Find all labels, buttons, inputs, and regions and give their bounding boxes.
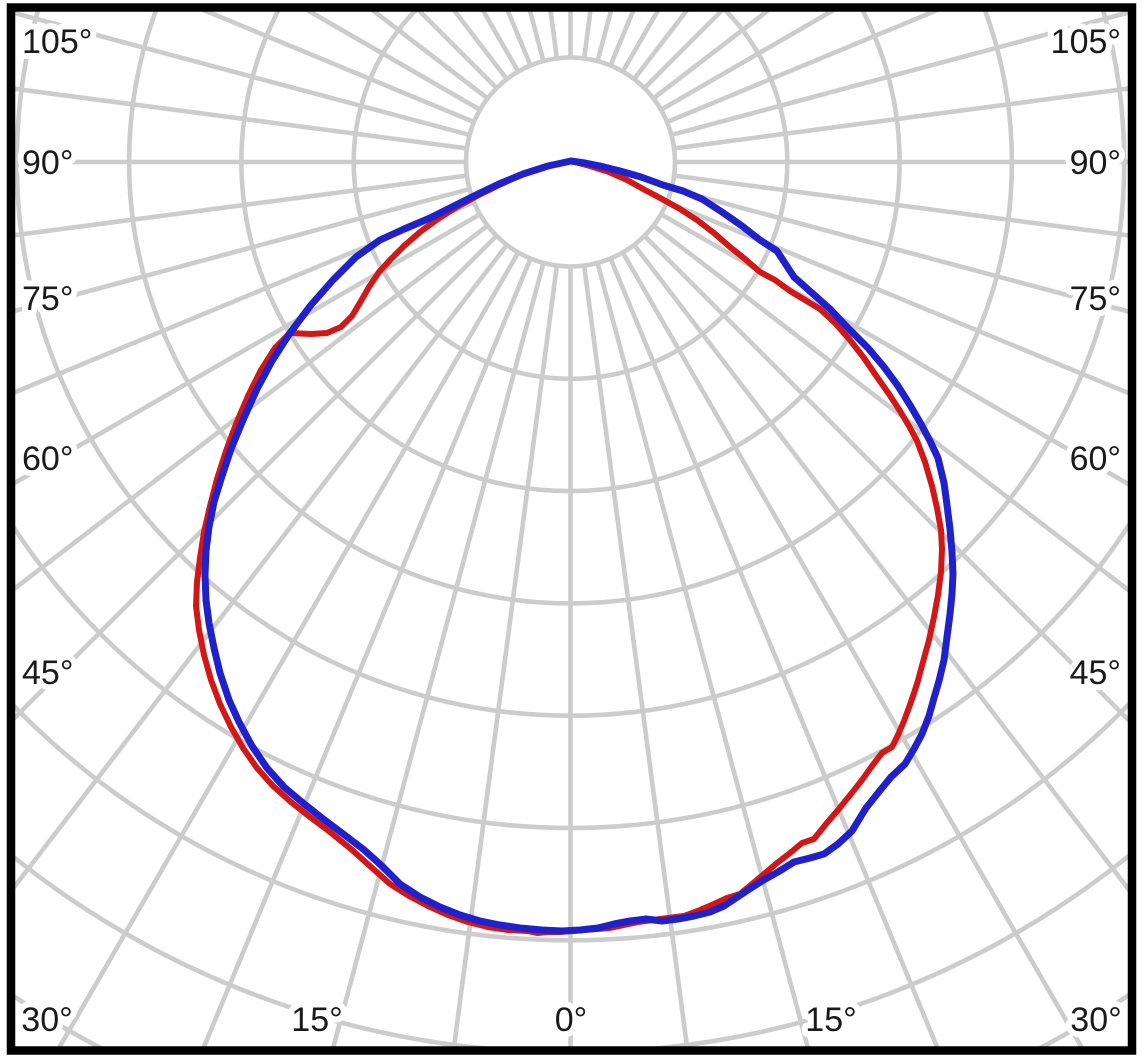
polar-grid-radial-line bbox=[12, 243, 509, 894]
polar-grid-radial-line bbox=[670, 186, 1131, 315]
polar-grid-radial-line bbox=[12, 86, 468, 151]
angle-label: 45° bbox=[1070, 654, 1121, 692]
polar-grid-radial-line bbox=[642, 234, 1131, 726]
polar-grid-radial-line bbox=[330, 262, 546, 1049]
polar-grid-radial-line bbox=[12, 199, 475, 396]
angle-label: 30° bbox=[1070, 1001, 1121, 1039]
polar-grid-radial-line bbox=[670, 9, 1131, 138]
angle-label: 60° bbox=[1070, 440, 1121, 478]
angle-label: 75° bbox=[22, 280, 73, 318]
polar-grid-radial-line bbox=[673, 173, 1131, 239]
polar-grid-radial-line bbox=[632, 243, 1131, 897]
polar-grid-radial-line bbox=[620, 251, 1086, 1049]
polar-grid-radial-line bbox=[12, 173, 468, 238]
polar-grid-radial-line bbox=[659, 212, 1131, 489]
angle-label: 15° bbox=[805, 1001, 856, 1039]
polar-grid-radial-line bbox=[12, 9, 471, 138]
angle-label: 75° bbox=[1070, 280, 1121, 318]
angle-label: 15° bbox=[291, 1001, 342, 1039]
polar-grid-radial-line bbox=[12, 234, 499, 724]
diagram-frame bbox=[6, 3, 1137, 1055]
angle-label: 90° bbox=[22, 144, 73, 182]
angle-label: 105° bbox=[22, 23, 92, 61]
polar-grid-radial-line bbox=[12, 186, 471, 315]
polar-grid-radial-line bbox=[595, 262, 811, 1049]
polar-grid-radial-line bbox=[581, 265, 690, 1049]
polar-grid-radial-line bbox=[451, 265, 560, 1049]
angle-label: 60° bbox=[22, 440, 73, 478]
polar-grid-radial-line bbox=[666, 8, 949, 125]
angle-label: 45° bbox=[22, 654, 73, 692]
polar-grid-radial-line bbox=[200, 257, 533, 1049]
polar-grid-radial-line bbox=[652, 223, 1131, 595]
polar-grid-radial-line bbox=[192, 8, 475, 125]
angle-label: 90° bbox=[1070, 144, 1121, 182]
polar-grid-radial-line bbox=[666, 199, 1131, 397]
polar-grid-radial-line bbox=[55, 251, 521, 1049]
angle-label: 30° bbox=[21, 1001, 72, 1039]
angle-label: 105° bbox=[1051, 23, 1121, 61]
polar-grid-radial-line bbox=[673, 85, 1131, 151]
polar-grid-radial-line bbox=[608, 257, 941, 1049]
polar-grid-radial-line bbox=[12, 223, 489, 594]
intensity-curve-plane-blue bbox=[201, 157, 957, 935]
angle-label: 0° bbox=[555, 1001, 588, 1039]
polar-grid-radial-line bbox=[12, 212, 482, 488]
